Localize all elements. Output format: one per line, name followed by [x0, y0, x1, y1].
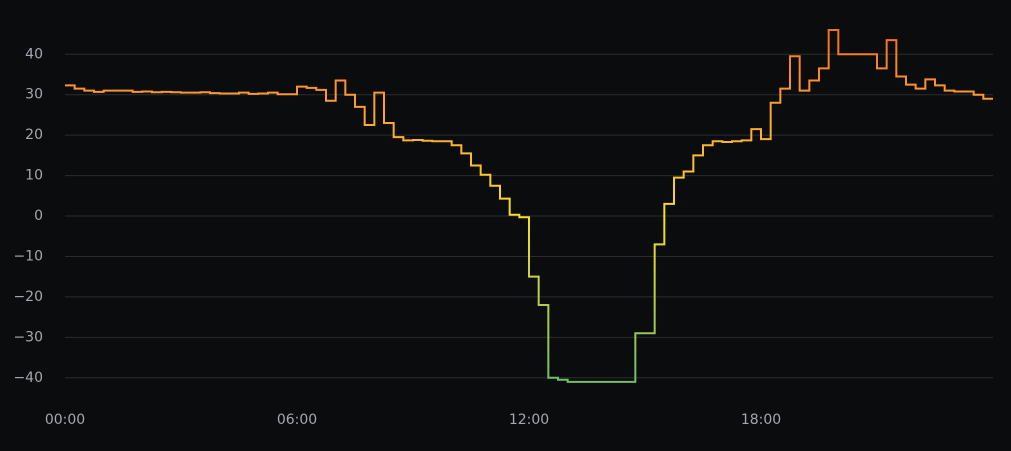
x-tick-label: 06:00 — [277, 412, 317, 428]
y-tick-label: −30 — [13, 329, 43, 345]
y-tick-label: −40 — [13, 370, 43, 386]
series-line — [65, 29, 993, 383]
y-tick-label: −10 — [13, 248, 43, 264]
y-tick-label: 20 — [25, 127, 43, 143]
y-tick-label: 30 — [25, 87, 43, 103]
y-tick-label: 0 — [34, 208, 43, 224]
x-tick-label: 00:00 — [45, 412, 85, 428]
y-tick-label: 40 — [25, 46, 43, 62]
y-tick-label: 10 — [25, 168, 43, 184]
x-tick-label: 18:00 — [741, 412, 781, 428]
x-tick-label: 12:00 — [509, 412, 549, 428]
y-tick-label: −20 — [13, 289, 43, 305]
